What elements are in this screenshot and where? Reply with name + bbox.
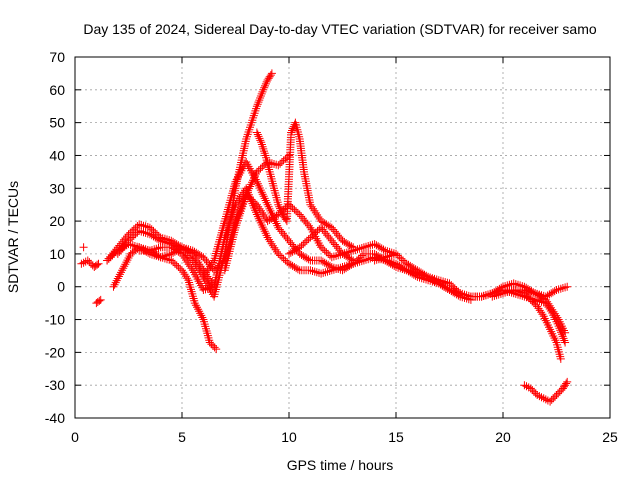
data-point-markers: [77, 256, 103, 271]
y-tick-label: 0: [57, 279, 65, 295]
y-tick-label: 60: [49, 82, 65, 98]
x-tick-label: 0: [71, 429, 79, 445]
data-markers: [77, 69, 572, 406]
x-tick-label: 15: [388, 429, 404, 445]
x-axis-label: GPS time / hours: [287, 457, 394, 473]
series-track-11: [252, 118, 358, 252]
series-track-16: [499, 286, 570, 347]
data-point-markers: [79, 243, 88, 252]
x-tick-label: 20: [495, 429, 511, 445]
data-point-markers: [520, 377, 572, 406]
y-tick-label: 10: [49, 246, 65, 262]
chart-title: Day 135 of 2024, Sidereal Day-to-day VTE…: [83, 21, 596, 37]
data-point-markers: [285, 223, 358, 265]
plot-frame: [74, 56, 611, 419]
y-tick-label: 70: [49, 49, 65, 65]
y-tick-label: -20: [45, 344, 65, 360]
x-tick-label: 25: [602, 429, 618, 445]
y-tick-label: 20: [49, 213, 65, 229]
series-track-1: [77, 256, 103, 271]
data-point-markers: [499, 286, 570, 347]
y-tick-label: 40: [49, 147, 65, 163]
series-track-2: [79, 243, 88, 252]
y-tick-label: -10: [45, 312, 65, 328]
y-tick-label: 50: [49, 115, 65, 131]
y-axis-label: SDTVAR / TECUs: [5, 181, 21, 293]
y-tick-label: -40: [45, 410, 65, 426]
series-track-3: [92, 295, 105, 308]
series-track-17: [520, 377, 572, 406]
data-point-markers: [252, 118, 358, 252]
x-tick-label: 10: [281, 429, 297, 445]
y-tick-label: 30: [49, 180, 65, 196]
data-point-markers: [92, 295, 105, 308]
x-tick-label: 5: [178, 429, 186, 445]
y-tick-label: -30: [45, 377, 65, 393]
series-track-12: [285, 223, 358, 265]
axis-ticks: 0 5 10 15 20 25 -40 -30 -20 -10 0 10 20 30 40 50 60 70: [45, 49, 618, 445]
